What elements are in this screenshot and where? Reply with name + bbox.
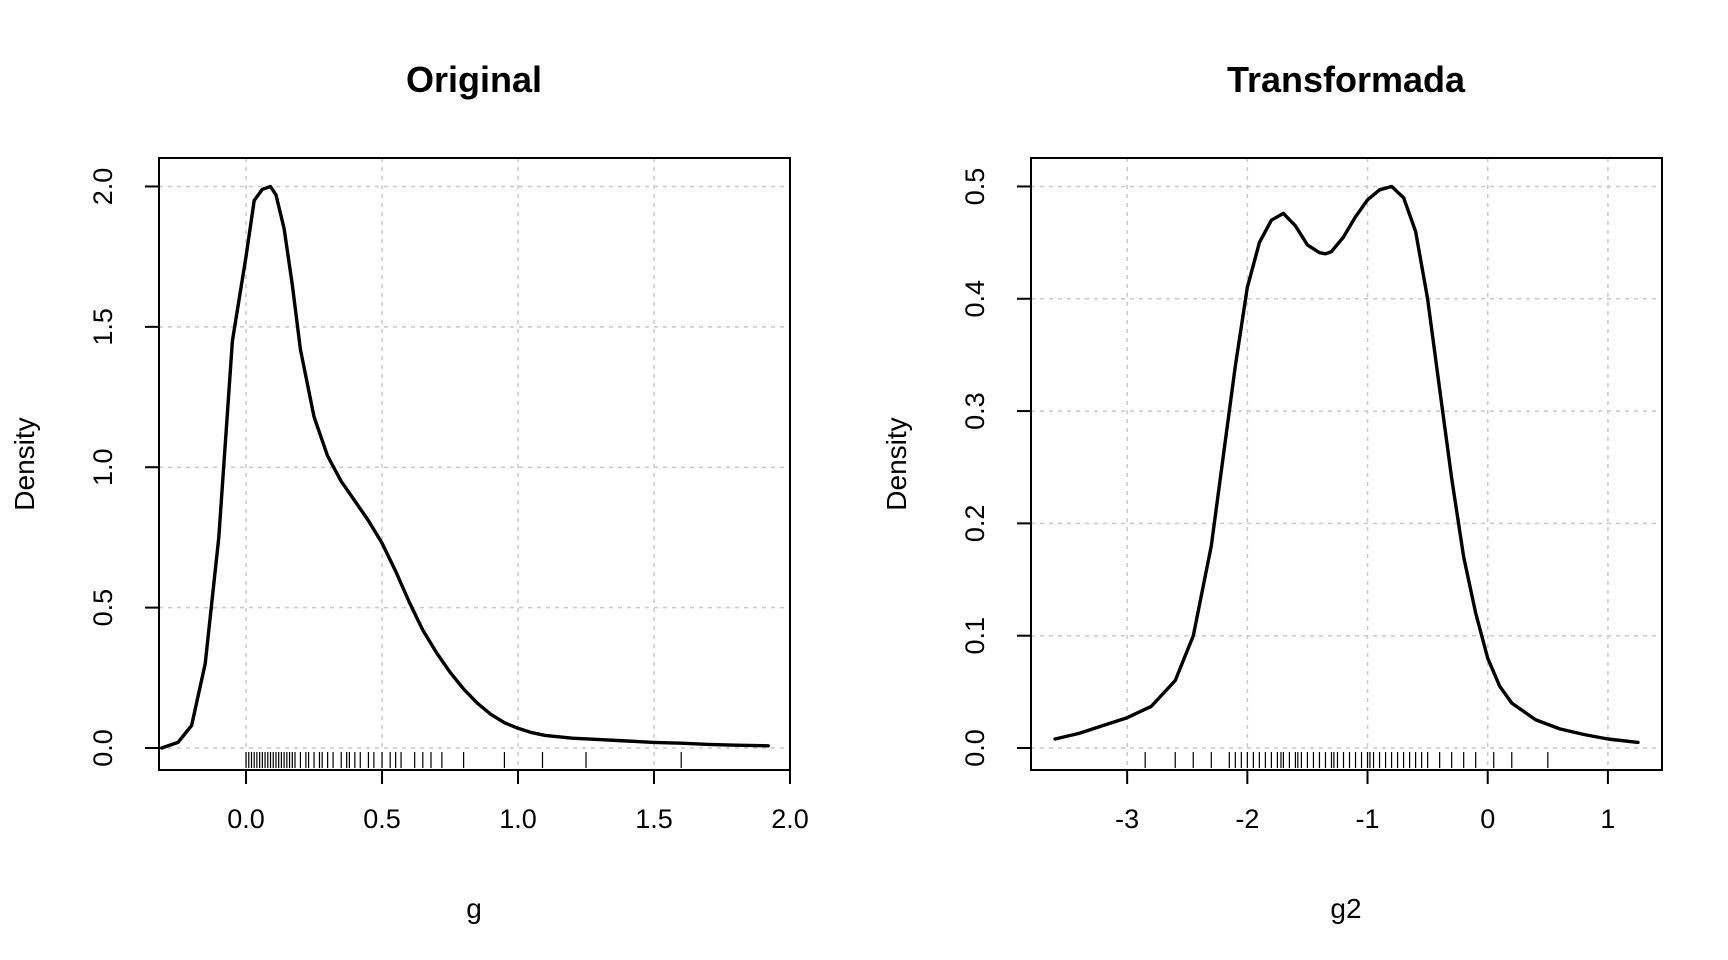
x-tick-label: -1 (1356, 804, 1380, 834)
chart-title: Transformada (1227, 59, 1466, 100)
y-tick-label: 0.4 (960, 280, 990, 318)
density-plot-original: Original 0.0 0.5 1.0 1.5 2.0 0.0 0.5 1.0 1.5 2.0… (9, 59, 809, 924)
y-axis-label: Density (9, 417, 40, 510)
y-tick-label: 1.0 (88, 448, 118, 486)
y-tick-label: 0.5 (960, 168, 990, 206)
x-tick-label: 0 (1480, 804, 1495, 834)
y-tick-label: 0.0 (88, 729, 118, 767)
plot-frame (1030, 157, 1663, 771)
x-axis-label: g (466, 893, 482, 924)
density-plot-transformada: Transformada -3 -2 -1 0 1 0.0 0.1 0.2 0.3 0.4 0.5… (881, 59, 1663, 924)
rug-ticks (245, 752, 682, 768)
y-axis: 0.0 0.5 1.0 1.5 2.0 (88, 168, 160, 767)
gridlines (1031, 158, 1662, 770)
x-tick-label: 1.5 (635, 804, 673, 834)
density-curve (160, 184, 770, 750)
y-tick-label: 0.1 (960, 617, 990, 655)
y-tick-label: 0.2 (960, 505, 990, 543)
x-axis: 0.0 0.5 1.0 1.5 2.0 (227, 769, 809, 834)
x-tick-label: 0.5 (363, 804, 401, 834)
chart-title: Original (406, 59, 542, 100)
x-tick-label: -2 (1235, 804, 1259, 834)
x-axis-label: g2 (1330, 893, 1361, 924)
y-tick-label: 0.0 (960, 729, 990, 767)
y-axis-label: Density (881, 417, 912, 510)
x-axis: -3 -2 -1 0 1 (1115, 769, 1615, 834)
rug-ticks (1144, 752, 1549, 768)
plot-frame (158, 157, 791, 771)
y-tick-label: 0.5 (88, 589, 118, 627)
gridlines (159, 158, 791, 770)
y-tick-label: 0.3 (960, 392, 990, 430)
x-tick-label: 2.0 (771, 804, 809, 834)
density-curve (1053, 184, 1640, 745)
y-tick-label: 1.5 (88, 308, 118, 346)
y-tick-label: 2.0 (88, 168, 118, 206)
x-tick-label: -3 (1115, 804, 1139, 834)
x-tick-label: 1.0 (499, 804, 537, 834)
x-tick-label: 0.0 (227, 804, 265, 834)
y-axis: 0.0 0.1 0.2 0.3 0.4 0.5 (960, 168, 1032, 767)
x-tick-label: 1 (1600, 804, 1615, 834)
